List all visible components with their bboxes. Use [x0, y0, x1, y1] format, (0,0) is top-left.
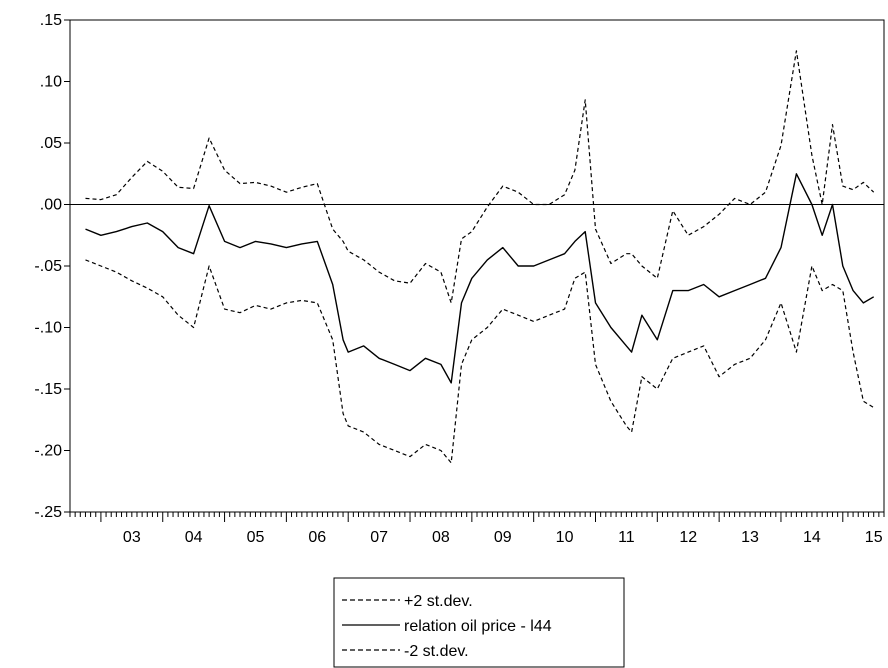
- x-tick-label: 03: [123, 529, 141, 546]
- y-tick-label: .00: [40, 197, 62, 214]
- y-tick-label: -.15: [34, 381, 62, 398]
- y-tick-label: .15: [40, 12, 62, 29]
- x-tick-label: 07: [370, 529, 388, 546]
- y-tick-label: -.05: [34, 258, 62, 275]
- x-tick-label: 12: [679, 529, 697, 546]
- x-tick-label: 13: [741, 529, 759, 546]
- y-tick-label: -.10: [34, 320, 62, 337]
- x-tick-label: 08: [432, 529, 450, 546]
- x-tick-label: 14: [803, 529, 821, 546]
- legend-box: [333, 577, 625, 668]
- x-tick-label: 10: [556, 529, 574, 546]
- legend: +2 st.dev. relation oil price - l44 -2 s…: [333, 577, 625, 668]
- y-tick-label: -.25: [34, 504, 62, 521]
- y-tick-label: .05: [40, 135, 62, 152]
- x-tick-label: 04: [185, 529, 203, 546]
- y-tick-label: .10: [40, 74, 62, 91]
- plot-frame: [69, 19, 885, 513]
- x-tick-label: 11: [618, 529, 635, 546]
- legend-label-plus2sd: +2 st.dev.: [404, 593, 473, 610]
- legend-label-relation: relation oil price - l44: [404, 618, 552, 635]
- y-tick-label: -.20: [34, 443, 62, 460]
- x-tick-label: 15: [865, 529, 883, 546]
- series-plus2sd-line: [85, 50, 875, 304]
- x-tick-label: 09: [494, 529, 512, 546]
- x-tick-label: 05: [247, 529, 265, 546]
- series-minus2sd-line: [85, 259, 875, 464]
- y-axis: .15 .10 .05 .00 -.05 -.10 -.15 -.20 -.25: [34, 12, 70, 521]
- legend-label-minus2sd: -2 st.dev.: [404, 643, 469, 660]
- x-axis: 03 04 05 06 07 08 09 10 11 12 13 14 15: [69, 512, 885, 546]
- x-tick-label: 06: [308, 529, 326, 546]
- series-relation-line: [85, 173, 875, 384]
- series-layer: [85, 50, 875, 464]
